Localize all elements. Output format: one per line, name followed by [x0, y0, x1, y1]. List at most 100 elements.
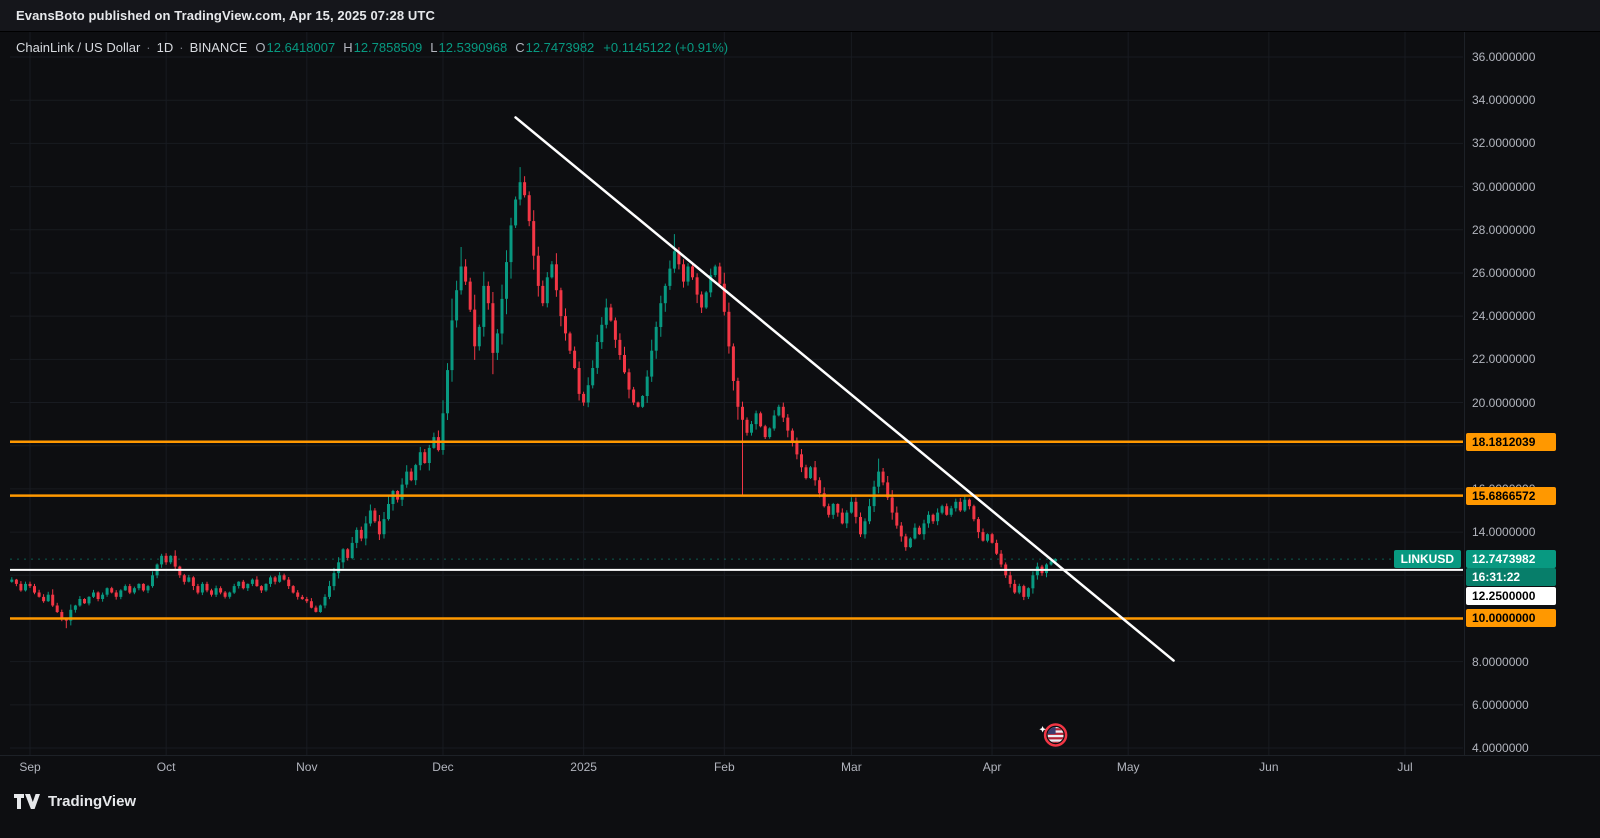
candle	[214, 585, 218, 597]
candle	[491, 292, 495, 375]
price-axis-label: 22.0000000	[1472, 352, 1536, 367]
candle	[541, 280, 545, 307]
candle	[377, 515, 381, 540]
candle	[981, 528, 985, 542]
candle	[1008, 571, 1012, 588]
candle	[1022, 584, 1026, 601]
candle	[1026, 587, 1030, 599]
candle	[187, 574, 191, 583]
candle	[759, 411, 763, 428]
price-axis-label: 14.0000000	[1472, 525, 1536, 540]
candle	[196, 583, 200, 595]
time-axis-label: Dec	[432, 760, 454, 774]
price-axis-label: 36.0000000	[1472, 50, 1536, 64]
candle	[132, 586, 136, 595]
candle	[482, 271, 486, 337]
candle	[495, 329, 499, 360]
candle	[314, 605, 318, 613]
low-letter: L	[430, 40, 438, 55]
price-axis-label: 26.0000000	[1472, 265, 1536, 280]
candle	[414, 463, 418, 486]
close-value: 12.7473982	[525, 40, 595, 55]
candle	[645, 370, 649, 403]
candle	[922, 519, 926, 540]
close-letter: C	[515, 40, 525, 55]
candle	[827, 503, 831, 518]
candle	[33, 583, 36, 595]
candle	[523, 176, 527, 198]
candle	[173, 550, 177, 571]
candle	[418, 446, 422, 471]
candle	[259, 585, 263, 593]
candle	[473, 294, 477, 360]
price-axis-label: 32.0000000	[1472, 136, 1536, 151]
time-axis-label: 2025	[570, 760, 597, 774]
candle	[536, 246, 540, 297]
time-axis-label: May	[1116, 760, 1140, 774]
candle	[264, 583, 268, 592]
footer-bar: TradingView	[14, 793, 136, 810]
candle	[995, 539, 999, 555]
candle	[745, 417, 749, 436]
interval-label[interactable]: 1D	[156, 40, 174, 55]
symbol-name[interactable]: ChainLink / US Dollar	[16, 40, 141, 55]
candle	[663, 283, 667, 312]
tradingview-brand[interactable]: TradingView	[48, 793, 137, 810]
candle	[346, 548, 350, 561]
candle	[178, 565, 182, 578]
candle	[568, 331, 572, 354]
candle	[550, 261, 554, 279]
candle	[146, 584, 150, 594]
time-axis-label: Sep	[19, 760, 41, 774]
candle	[328, 580, 331, 600]
candle	[119, 589, 123, 600]
candle	[37, 589, 41, 598]
candle	[954, 498, 958, 512]
candle	[772, 410, 776, 431]
candle	[114, 590, 118, 600]
candle	[24, 581, 27, 592]
candle	[409, 468, 413, 482]
price-axis[interactable]: 36.0000000 34.0000000 32.0000000 30.0000000…	[1464, 32, 1600, 755]
candle	[459, 247, 463, 295]
candle	[604, 298, 608, 329]
open-letter: O	[255, 40, 266, 55]
candle	[151, 571, 154, 588]
candle	[577, 361, 581, 401]
us-flag-event-icon[interactable]	[1039, 723, 1068, 747]
candle	[105, 587, 109, 597]
candle	[232, 583, 236, 594]
publish-info: EvansBoto published on TradingView.com, …	[16, 8, 435, 23]
time-axis-label: Feb	[713, 760, 735, 774]
candle	[55, 602, 59, 613]
legend-separator: ·	[179, 40, 184, 55]
trendline[interactable]	[514, 116, 1175, 662]
candle	[1031, 571, 1035, 594]
candle	[19, 581, 23, 592]
time-axis-label: Mar	[841, 760, 862, 774]
time-axis[interactable]: Sep Oct Nov Dec 2025 Feb Mar Apr May Jun Jul	[0, 755, 1600, 783]
candle	[945, 503, 949, 516]
high-letter: H	[343, 40, 353, 55]
candle	[986, 533, 989, 543]
candle	[727, 302, 731, 354]
candle	[287, 577, 291, 589]
candle	[936, 508, 940, 526]
candle	[754, 410, 758, 430]
exchange-label: BINANCE	[189, 40, 248, 55]
candle	[591, 360, 595, 389]
candle	[219, 586, 223, 595]
candle	[586, 377, 590, 408]
candle	[659, 295, 663, 337]
tradingview-logo-icon[interactable]	[14, 793, 40, 810]
candle	[518, 167, 522, 206]
candle	[128, 583, 132, 595]
candle	[92, 589, 95, 598]
candle	[160, 553, 164, 568]
candle	[1013, 579, 1017, 594]
candle	[972, 504, 976, 522]
candle	[967, 498, 971, 510]
time-axis-label: Jun	[1259, 760, 1279, 774]
candle	[813, 461, 817, 486]
